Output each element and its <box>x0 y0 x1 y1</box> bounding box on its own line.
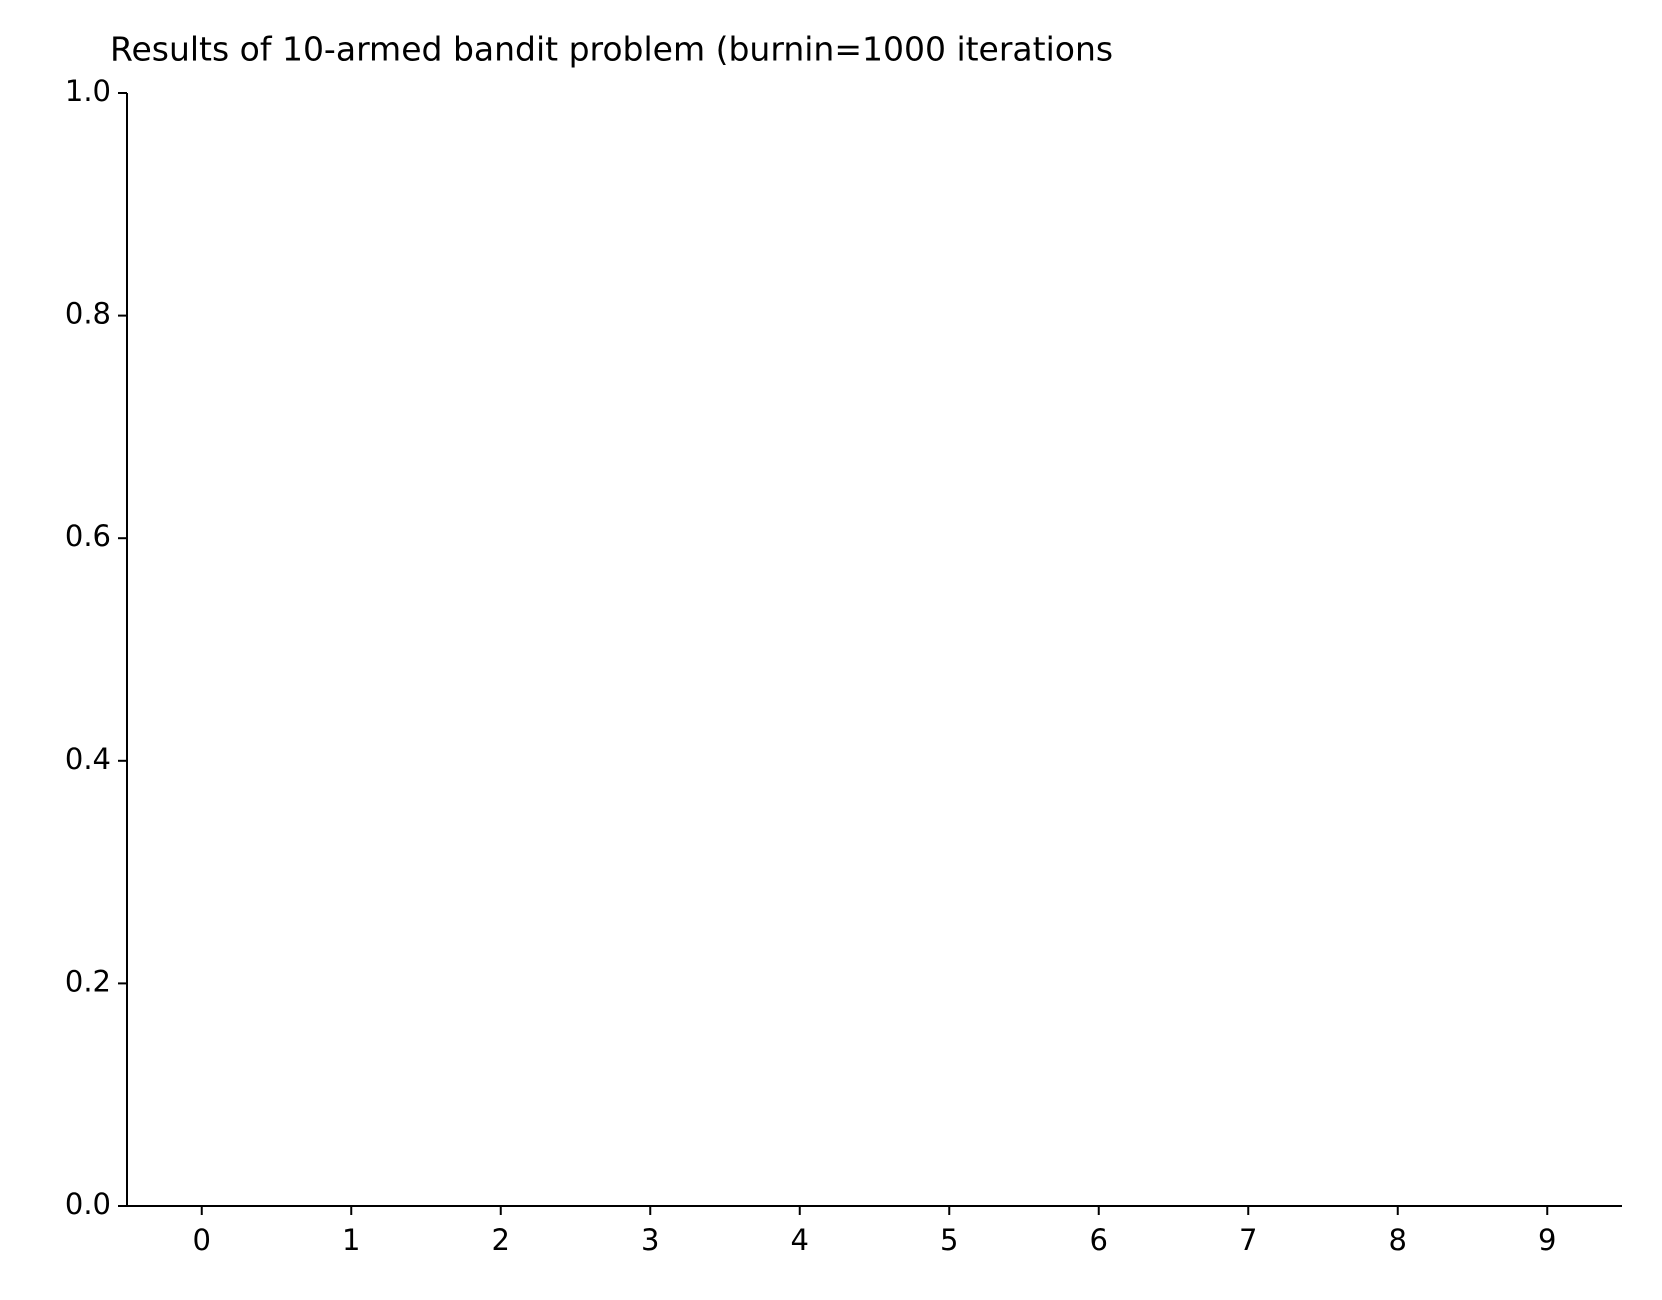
y-tick-label: 0.6 <box>65 519 111 553</box>
x-tick-label: 7 <box>1239 1223 1257 1257</box>
x-tick-label: 0 <box>193 1223 211 1257</box>
chart-title: Results of 10-armed bandit problem (burn… <box>110 30 1113 69</box>
x-tick-label: 5 <box>940 1223 958 1257</box>
y-tick-label: 0.8 <box>65 297 111 331</box>
x-tick-label: 1 <box>342 1223 360 1257</box>
x-tick-label: 8 <box>1389 1223 1407 1257</box>
x-tick-label: 3 <box>641 1223 659 1257</box>
y-tick-label: 1.0 <box>65 74 111 108</box>
x-tick-label: 4 <box>791 1223 809 1257</box>
x-tick-label: 9 <box>1538 1223 1556 1257</box>
y-tick-label: 0.2 <box>65 964 111 998</box>
x-tick-label: 2 <box>492 1223 510 1257</box>
y-tick-label: 0.4 <box>65 742 111 776</box>
x-tick-label: 6 <box>1090 1223 1108 1257</box>
y-tick-label: 0.0 <box>65 1187 111 1221</box>
